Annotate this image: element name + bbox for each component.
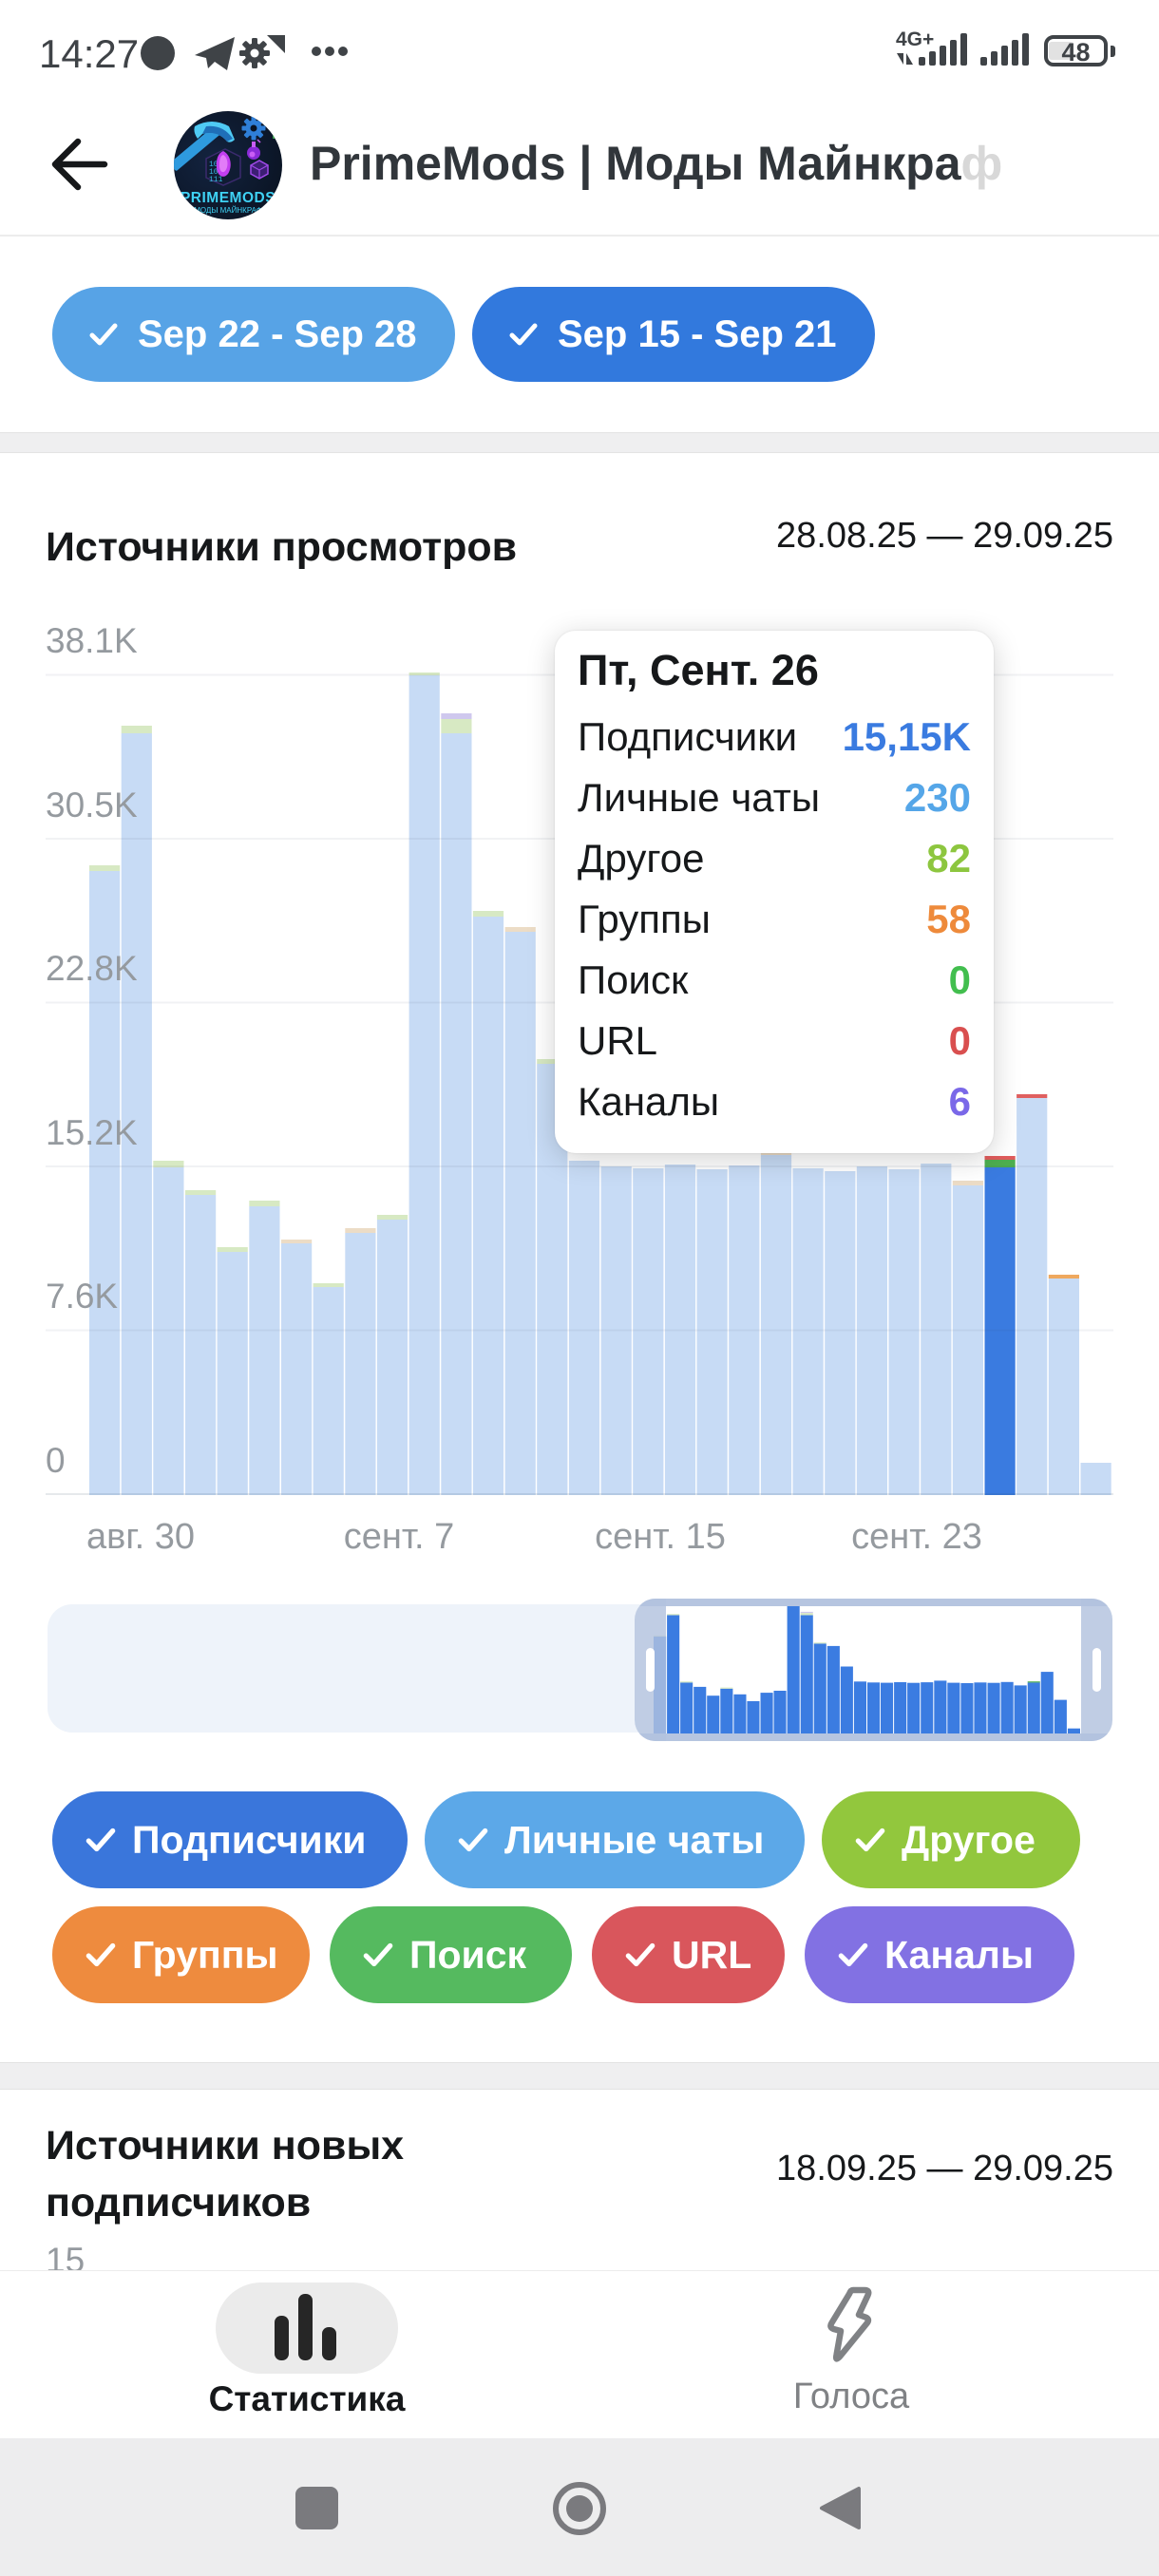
svg-text:15.2K: 15.2K bbox=[46, 1113, 138, 1152]
svg-text:сент. 23: сент. 23 bbox=[851, 1517, 982, 1557]
svg-text:сент. 7: сент. 7 bbox=[344, 1517, 455, 1557]
svg-text:100: 100 bbox=[209, 168, 223, 177]
svg-text:30.5K: 30.5K bbox=[46, 786, 138, 824]
svg-text:38.1K: 38.1K bbox=[46, 621, 138, 660]
svg-text:авг. 30: авг. 30 bbox=[86, 1517, 195, 1557]
svg-text:сент. 15: сент. 15 bbox=[595, 1517, 726, 1557]
svg-text:22.8K: 22.8K bbox=[46, 949, 138, 988]
svg-text:101: 101 bbox=[209, 161, 223, 169]
svg-text:0: 0 bbox=[46, 1441, 66, 1480]
svg-text:111: 111 bbox=[209, 176, 223, 184]
svg-text:МОДЫ МАЙНКРАФ: МОДЫ МАЙНКРАФ bbox=[194, 206, 262, 215]
svg-text:PRIMEMODS: PRIMEMODS bbox=[180, 190, 276, 206]
svg-text:7.6K: 7.6K bbox=[46, 1277, 118, 1316]
